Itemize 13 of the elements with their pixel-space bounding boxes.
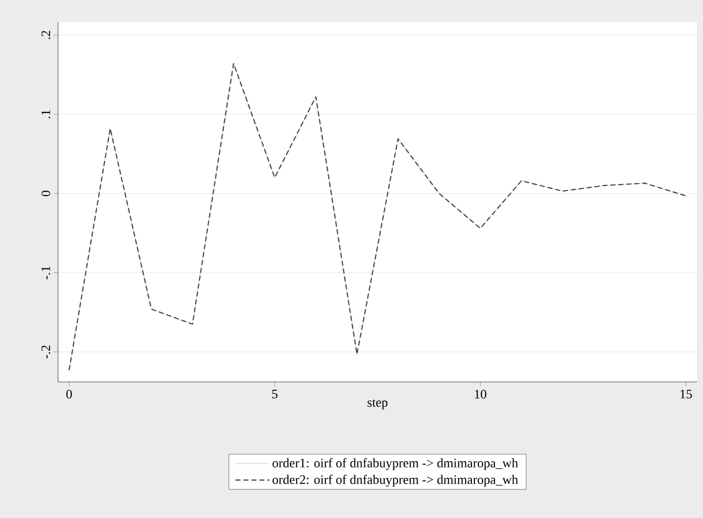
legend-label: order2: oirf of dnfabuyprem -> dmimaropa_wh (272, 474, 518, 487)
x-tick-label: 15 (680, 390, 692, 398)
x-tick-label: 10 (474, 390, 486, 398)
y-tick-label: 0 (42, 190, 50, 196)
x-tick-label: 5 (272, 390, 278, 398)
y-tick-label: .2 (41, 30, 50, 40)
y-tick-label: -.1 (42, 266, 50, 280)
line-series (68, 63, 686, 371)
y-tick-label: .1 (42, 110, 50, 118)
y-tick-label: -.2 (41, 346, 50, 358)
x-axis-title: step (368, 399, 388, 410)
x-tick-label: 0 (66, 390, 72, 398)
legend-label: order1: oirf of dnfabuyprem -> dmimaropa_wh (272, 458, 518, 470)
